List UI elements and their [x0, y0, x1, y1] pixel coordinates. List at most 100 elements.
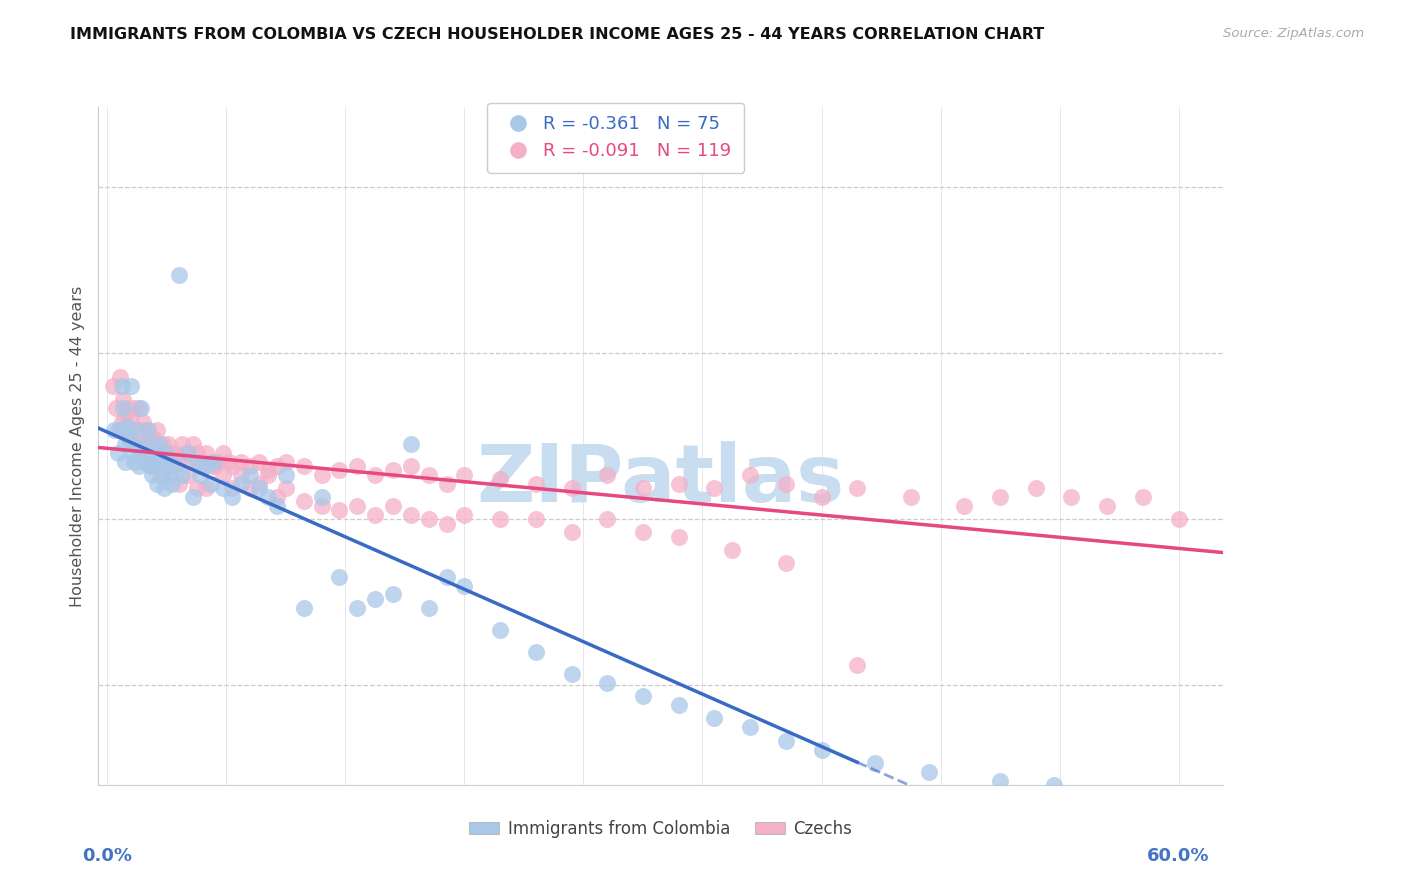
Point	[114, 424, 136, 438]
Point	[101, 379, 124, 393]
Point	[125, 424, 148, 438]
Point	[167, 454, 190, 468]
Point	[139, 458, 162, 473]
Point	[134, 454, 156, 468]
Point	[418, 600, 440, 615]
Point	[382, 587, 405, 601]
Point	[231, 454, 253, 468]
Point	[132, 445, 155, 459]
Point	[107, 445, 129, 459]
Point	[631, 481, 654, 495]
Point	[141, 458, 163, 473]
Point	[167, 476, 190, 491]
Point	[453, 467, 475, 482]
Point	[138, 424, 160, 438]
Point	[311, 467, 333, 482]
Point	[112, 401, 135, 416]
Point	[165, 445, 187, 459]
Point	[194, 481, 217, 495]
Point	[221, 458, 243, 473]
Point	[103, 424, 125, 438]
Point	[668, 476, 690, 491]
Point	[145, 437, 167, 451]
Point	[703, 711, 725, 725]
Point	[247, 476, 270, 491]
Point	[135, 445, 157, 459]
Point	[311, 499, 333, 513]
Point	[165, 458, 187, 473]
Point	[149, 454, 172, 468]
Point	[738, 467, 761, 482]
Point	[988, 490, 1011, 504]
Point	[194, 458, 217, 473]
Point	[122, 401, 145, 416]
Point	[721, 543, 744, 558]
Point	[1042, 778, 1064, 792]
Point	[121, 445, 143, 459]
Text: IMMIGRANTS FROM COLOMBIA VS CZECH HOUSEHOLDER INCOME AGES 25 - 44 YEARS CORRELAT: IMMIGRANTS FROM COLOMBIA VS CZECH HOUSEH…	[70, 27, 1045, 42]
Point	[114, 454, 136, 468]
Point	[128, 458, 150, 473]
Point	[863, 756, 886, 770]
Point	[179, 454, 201, 468]
Point	[596, 467, 619, 482]
Point	[142, 433, 165, 447]
Point	[596, 512, 619, 526]
Point	[218, 454, 240, 468]
Point	[328, 503, 350, 517]
Point	[810, 490, 832, 504]
Point	[108, 370, 131, 384]
Point	[139, 437, 162, 451]
Point	[274, 454, 297, 468]
Point	[141, 467, 163, 482]
Point	[328, 570, 350, 584]
Point	[194, 445, 217, 459]
Point	[142, 454, 165, 468]
Point	[328, 463, 350, 477]
Point	[703, 481, 725, 495]
Point	[382, 499, 405, 513]
Point	[129, 424, 152, 438]
Point	[418, 467, 440, 482]
Point	[436, 476, 458, 491]
Point	[127, 437, 149, 451]
Point	[186, 445, 208, 459]
Point	[145, 445, 167, 459]
Point	[160, 445, 183, 459]
Point	[436, 516, 458, 531]
Point	[453, 508, 475, 522]
Point	[148, 445, 170, 459]
Point	[157, 454, 180, 468]
Point	[127, 441, 149, 455]
Point	[167, 268, 190, 283]
Point	[200, 454, 222, 468]
Point	[1132, 490, 1154, 504]
Point	[155, 445, 177, 459]
Point	[346, 600, 368, 615]
Point	[257, 467, 280, 482]
Point	[118, 433, 141, 447]
Point	[115, 401, 138, 416]
Point	[846, 658, 869, 673]
Point	[159, 467, 181, 482]
Point	[105, 401, 128, 416]
Text: 0.0%: 0.0%	[83, 847, 132, 865]
Point	[172, 467, 194, 482]
Point	[231, 476, 253, 491]
Point	[231, 467, 253, 482]
Point	[157, 437, 180, 451]
Point	[204, 454, 226, 468]
Point	[257, 463, 280, 477]
Point	[292, 458, 315, 473]
Point	[108, 424, 131, 438]
Point	[453, 578, 475, 592]
Point	[775, 557, 797, 571]
Legend: Immigrants from Colombia, Czechs: Immigrants from Colombia, Czechs	[463, 814, 859, 845]
Point	[146, 476, 169, 491]
Point	[174, 445, 197, 459]
Point	[181, 437, 204, 451]
Point	[346, 499, 368, 513]
Point	[152, 467, 174, 482]
Point	[382, 463, 405, 477]
Point	[239, 481, 262, 495]
